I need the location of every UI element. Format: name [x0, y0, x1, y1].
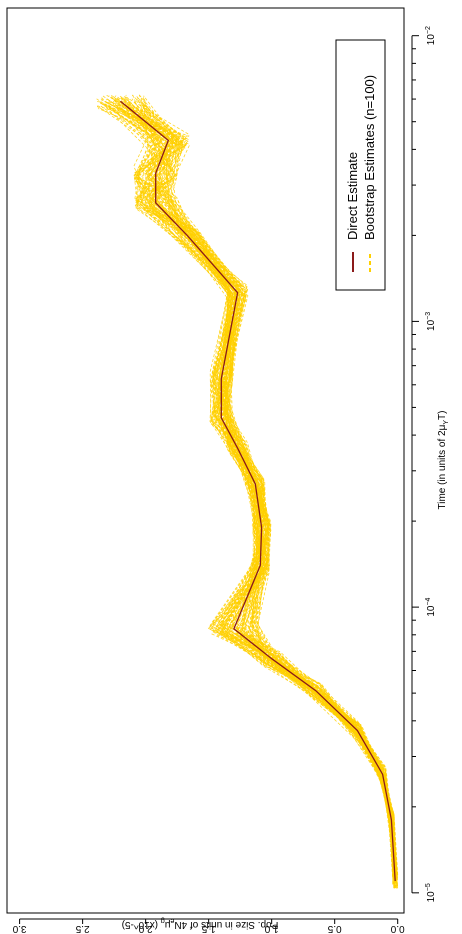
bootstrap-line — [129, 108, 394, 883]
y-tick-label: 2.0 — [138, 923, 152, 934]
bootstrap-series — [96, 93, 399, 889]
y-tick-label: 2.5 — [75, 923, 89, 934]
bootstrap-line — [122, 98, 398, 885]
y-tick-label: 0.0 — [390, 923, 404, 934]
x-tick-label: 10−5 — [425, 883, 437, 902]
bootstrap-line — [102, 95, 395, 876]
bootstrap-line — [106, 104, 395, 877]
legend-box — [335, 39, 386, 291]
bootstrap-line — [134, 99, 394, 875]
time-axis: 10−5 10−4 10−3 10−2 — [411, 26, 437, 902]
x-tick-label: 10−4 — [425, 597, 437, 616]
x-axis-title: Time (in units of 2μYT) — [437, 411, 450, 510]
bootstrap-line — [135, 103, 395, 886]
y-tick-label: 0.5 — [327, 923, 341, 934]
bootstrap-line — [111, 101, 397, 876]
bootstrap-line — [110, 95, 395, 889]
y-axis-title: Pop. Size in units of 4Neμg (x10^-5) — [122, 917, 279, 930]
bootstrap-line — [119, 97, 394, 874]
bootstrap-line — [136, 107, 393, 876]
bootstrap-line — [104, 103, 395, 884]
plot-frame — [6, 7, 405, 914]
y-tick-label: 1.0 — [264, 923, 278, 934]
plot-area — [96, 93, 399, 889]
bootstrap-line — [133, 97, 395, 876]
bootstrap-line — [105, 98, 396, 875]
bootstrap-line — [139, 106, 395, 878]
bootstrap-line — [104, 100, 397, 875]
legend: Direct Estimate Bootstrap Estimates (n=1… — [335, 39, 386, 291]
legend-direct-label: Direct Estimate — [345, 152, 360, 240]
legend-bootstrap-label: Bootstrap Estimates (n=100) — [362, 75, 377, 240]
direct-estimate-line — [119, 100, 396, 882]
bootstrap-line — [96, 105, 397, 877]
pop-size-axis: 0.0 0.5 1.0 1.5 2.0 2.5 3.0 — [12, 918, 405, 934]
y-tick-label: 1.5 — [201, 923, 215, 934]
x-tick-label: 10−3 — [425, 312, 437, 331]
bootstrap-line — [135, 104, 398, 886]
x-tick-label: 10−2 — [425, 26, 437, 45]
y-tick-label: 3.0 — [12, 923, 26, 934]
